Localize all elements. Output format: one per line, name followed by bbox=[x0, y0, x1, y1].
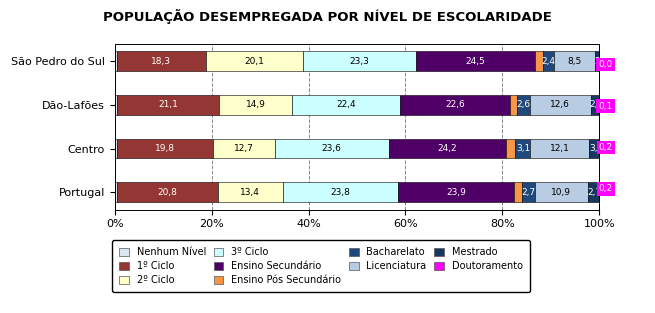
Bar bbox=[274, 139, 389, 158]
Text: 2,6: 2,6 bbox=[590, 100, 604, 110]
Bar bbox=[416, 51, 535, 71]
Bar bbox=[303, 51, 416, 71]
Text: 2,7: 2,7 bbox=[521, 188, 535, 197]
Text: 23,3: 23,3 bbox=[350, 57, 369, 66]
Text: 0,0: 0,0 bbox=[599, 60, 613, 69]
Bar bbox=[389, 139, 506, 158]
Bar bbox=[510, 95, 517, 115]
Bar bbox=[529, 95, 591, 115]
Bar bbox=[115, 139, 117, 158]
Text: 8,5: 8,5 bbox=[568, 57, 582, 66]
Text: 2,4: 2,4 bbox=[594, 57, 608, 66]
Text: 2,7: 2,7 bbox=[587, 188, 601, 197]
Bar bbox=[213, 139, 274, 158]
Bar bbox=[218, 182, 283, 202]
Bar bbox=[531, 139, 589, 158]
Bar bbox=[514, 182, 522, 202]
Text: 20,8: 20,8 bbox=[157, 188, 178, 197]
Bar bbox=[535, 51, 542, 71]
Bar bbox=[115, 182, 117, 202]
Bar bbox=[506, 139, 515, 158]
Text: 21,1: 21,1 bbox=[159, 100, 178, 110]
Text: 24,2: 24,2 bbox=[438, 144, 457, 153]
Bar bbox=[283, 182, 398, 202]
Bar bbox=[588, 182, 601, 202]
Bar bbox=[554, 51, 595, 71]
Text: 10,9: 10,9 bbox=[552, 188, 571, 197]
Bar bbox=[535, 182, 588, 202]
Bar bbox=[117, 182, 218, 202]
Bar bbox=[291, 95, 400, 115]
Bar bbox=[115, 51, 117, 71]
Legend: Nenhum Nível, 1º Ciclo, 2º Ciclo, 3º Ciclo, Ensino Secundário, Ensino Pós Secund: Nenhum Nível, 1º Ciclo, 2º Ciclo, 3º Cic… bbox=[112, 240, 530, 292]
Bar bbox=[117, 95, 219, 115]
Text: 14,9: 14,9 bbox=[246, 100, 265, 110]
Text: 0,2: 0,2 bbox=[599, 143, 613, 152]
Bar bbox=[601, 182, 602, 202]
Text: 22,6: 22,6 bbox=[445, 100, 465, 110]
Bar bbox=[517, 95, 529, 115]
Text: 13,4: 13,4 bbox=[240, 188, 260, 197]
Text: 0,2: 0,2 bbox=[599, 184, 613, 193]
Text: 12,1: 12,1 bbox=[550, 144, 570, 153]
Bar bbox=[398, 182, 514, 202]
Bar bbox=[117, 139, 213, 158]
Bar bbox=[595, 51, 607, 71]
Text: 22,4: 22,4 bbox=[336, 100, 356, 110]
Text: 2,4: 2,4 bbox=[542, 57, 555, 66]
Text: 3,1: 3,1 bbox=[590, 144, 604, 153]
Text: 18,3: 18,3 bbox=[151, 57, 172, 66]
Bar bbox=[522, 182, 535, 202]
Text: 0,1: 0,1 bbox=[599, 101, 613, 110]
Text: 23,8: 23,8 bbox=[331, 188, 350, 197]
Bar bbox=[117, 51, 206, 71]
Bar bbox=[591, 95, 603, 115]
Text: POPULAÇÃO DESEMPREGADA POR NÍVEL DE ESCOLARIDADE: POPULAÇÃO DESEMPREGADA POR NÍVEL DE ESCO… bbox=[103, 9, 552, 24]
Bar bbox=[515, 139, 531, 158]
Bar bbox=[400, 95, 510, 115]
Text: 2,6: 2,6 bbox=[516, 100, 531, 110]
Bar bbox=[206, 51, 303, 71]
Text: 23,9: 23,9 bbox=[446, 188, 466, 197]
Text: 19,8: 19,8 bbox=[155, 144, 175, 153]
Bar bbox=[115, 95, 117, 115]
Text: 12,6: 12,6 bbox=[550, 100, 570, 110]
Bar bbox=[542, 51, 554, 71]
Text: 20,1: 20,1 bbox=[244, 57, 265, 66]
Bar bbox=[219, 95, 291, 115]
Text: 12,7: 12,7 bbox=[234, 144, 253, 153]
Bar bbox=[589, 139, 604, 158]
Text: 3,1: 3,1 bbox=[516, 144, 530, 153]
Text: 24,5: 24,5 bbox=[466, 57, 485, 66]
Text: 23,6: 23,6 bbox=[322, 144, 342, 153]
Bar bbox=[604, 139, 605, 158]
